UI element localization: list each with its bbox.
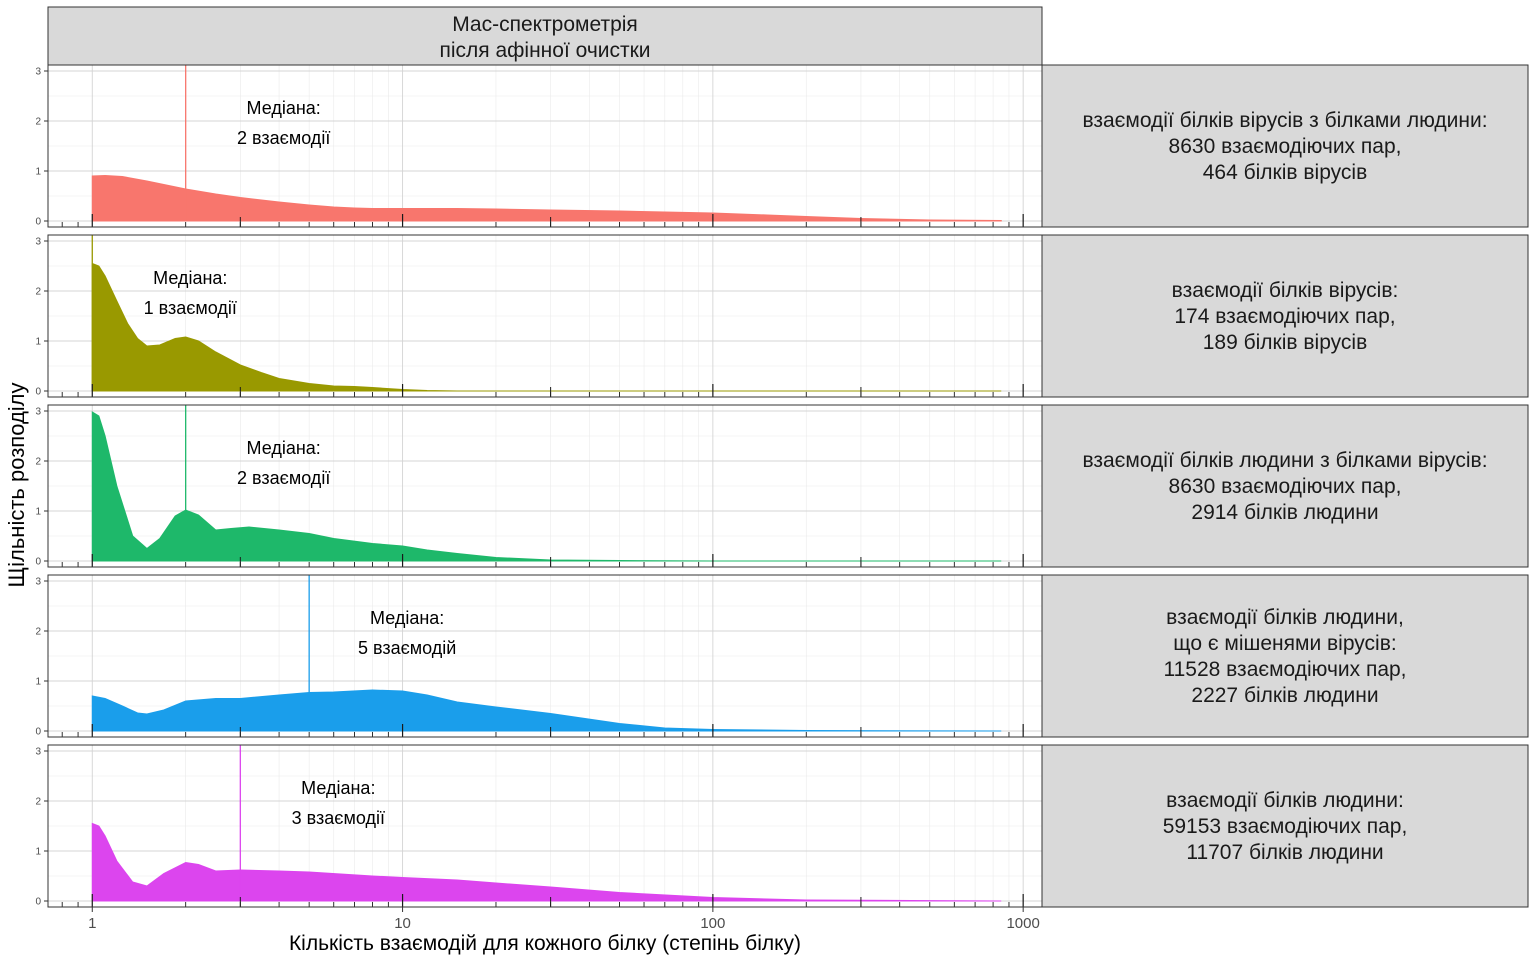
median-label-value: 1 взаємодії (144, 298, 237, 318)
x-tick-label: 10 (394, 915, 411, 932)
row-strip-text: 2227 білків людини (1191, 684, 1378, 707)
panel-4: Медіана: 5 взаємодій 0 1 2 3 взаємодії білків… (35, 574, 1529, 738)
panel-5: Медіана: 3 взаємодії 0 1 2 3 взаємодії білків… (35, 744, 1529, 908)
column-strip-line-2: після афінної очистки (439, 39, 650, 62)
x-tick-label: 100 (700, 915, 725, 932)
row-strip-text: взаємодії білків вірусів: (1172, 279, 1399, 302)
median-label-value: 2 взаємодії (237, 128, 330, 148)
y-tick-label: 1 (35, 677, 41, 688)
y-tick-label: 3 (35, 747, 41, 758)
y-tick-label: 1 (35, 337, 41, 348)
row-strip-text: 2914 білків людини (1191, 501, 1378, 524)
median-label-value: 5 взаємодій (358, 638, 456, 658)
y-tick-label: 3 (35, 407, 41, 418)
panel-1: Медіана: 2 взаємодії 0 1 2 3 взаємодії білків… (35, 64, 1529, 228)
median-label-value: 2 взаємодії (237, 468, 330, 488)
y-tick-label: 0 (35, 897, 41, 908)
x-axis-title: Кількість взаємодій для кожного білку (с… (289, 932, 801, 955)
row-strip-text: взаємодії білків людини, (1166, 606, 1404, 629)
y-tick-label: 2 (35, 287, 41, 298)
density-area (91, 262, 1002, 392)
row-strip-text: 59153 взаємодіючих пар, (1163, 815, 1408, 838)
row-strip-text: 8630 взаємодіючих пар, (1169, 135, 1402, 158)
column-strip-box (47, 6, 1043, 66)
row-strip-text: 174 взаємодіючих пар, (1174, 305, 1395, 328)
y-axis-title: Щільність розподілу (4, 382, 29, 587)
panel-3: Медіана: 2 взаємодії 0 1 2 3 взаємодії білків… (35, 404, 1529, 568)
row-strip-text: 8630 взаємодіючих пар, (1169, 475, 1402, 498)
y-tick-label: 0 (35, 387, 41, 398)
median-label-title: Медіана: (247, 438, 321, 458)
density-area (91, 822, 1002, 902)
y-tick-label: 3 (35, 577, 41, 588)
row-strip-text: взаємодії білків людини з білками вірусі… (1082, 449, 1487, 472)
density-area (91, 174, 1002, 222)
y-tick-label: 2 (35, 117, 41, 128)
row-strip-box (1041, 234, 1529, 398)
row-strip-text: 189 білків вірусів (1203, 331, 1368, 354)
median-label-title: Медіана: (153, 268, 227, 288)
y-tick-label: 0 (35, 727, 41, 738)
y-tick-label: 0 (35, 217, 41, 228)
y-tick-label: 1 (35, 847, 41, 858)
median-label-title: Медіана: (247, 98, 321, 118)
median-label-title: Медіана: (370, 608, 444, 628)
y-tick-label: 0 (35, 557, 41, 568)
panel-2: Медіана: 1 взаємодії 0 1 2 3 взаємодії білків… (35, 234, 1529, 398)
row-strip-text: 464 білків вірусів (1203, 161, 1368, 184)
row-strip-text: взаємодії білків людини: (1166, 789, 1404, 812)
row-strip-box (1041, 574, 1529, 738)
median-label-title: Медіана: (301, 778, 375, 798)
density-area (91, 411, 1002, 562)
y-tick-label: 2 (35, 457, 41, 468)
y-tick-label: 2 (35, 627, 41, 638)
x-axis: 1 10 100 1000 (88, 907, 1040, 932)
row-strip-text: взаємодії білків вірусів з білками людин… (1082, 109, 1487, 132)
row-strip-box (1041, 404, 1529, 568)
density-area (91, 689, 1002, 732)
facet-panels: Медіана: 2 взаємодії 0 1 2 3 взаємодії білків… (35, 64, 1529, 908)
y-tick-label: 2 (35, 797, 41, 808)
y-tick-label: 1 (35, 167, 41, 178)
y-tick-label: 1 (35, 507, 41, 518)
row-strip-box (1041, 744, 1529, 908)
row-strip-text: 11528 взаємодіючих пар, (1163, 658, 1406, 681)
y-tick-label: 3 (35, 237, 41, 248)
x-tick-label: 1000 (1006, 915, 1039, 932)
column-strip-line-1: Мас-спектрометрія (452, 13, 638, 36)
row-strip-text: що є мішенями вірусів: (1173, 632, 1396, 655)
x-tick-label: 1 (88, 915, 96, 932)
row-strip-text: 11707 білків людини (1186, 841, 1383, 864)
median-label-value: 3 взаємодії (292, 808, 385, 828)
y-tick-label: 3 (35, 67, 41, 78)
row-strip-box (1041, 64, 1529, 228)
